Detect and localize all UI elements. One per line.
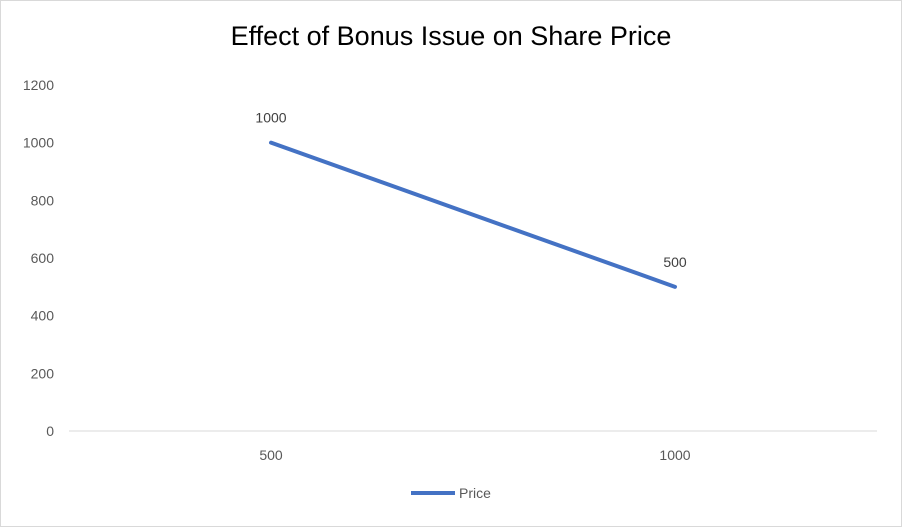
series-group xyxy=(269,140,677,289)
y-tick-label: 400 xyxy=(31,308,55,324)
y-tick-label: 1000 xyxy=(23,135,54,151)
y-tick-label: 1200 xyxy=(23,77,54,93)
data-label: 500 xyxy=(663,254,687,270)
x-tick-label: 500 xyxy=(259,447,283,463)
y-axis: 0 200 400 600 800 1000 1200 xyxy=(23,77,54,439)
legend-swatch-price xyxy=(411,491,456,495)
legend-label-price: Price xyxy=(459,485,491,501)
y-tick-label: 200 xyxy=(31,365,55,381)
data-labels: 1000 500 xyxy=(255,110,686,270)
legend: Price xyxy=(1,485,901,501)
y-tick-label: 0 xyxy=(46,423,54,439)
series-line-price xyxy=(269,140,677,289)
y-tick-label: 600 xyxy=(31,250,55,266)
x-tick-label: 1000 xyxy=(659,447,690,463)
chart-title: Effect of Bonus Issue on Share Price xyxy=(230,21,672,51)
x-axis: 500 1000 xyxy=(259,447,690,463)
data-label: 1000 xyxy=(255,110,286,126)
y-tick-label: 800 xyxy=(31,192,55,208)
